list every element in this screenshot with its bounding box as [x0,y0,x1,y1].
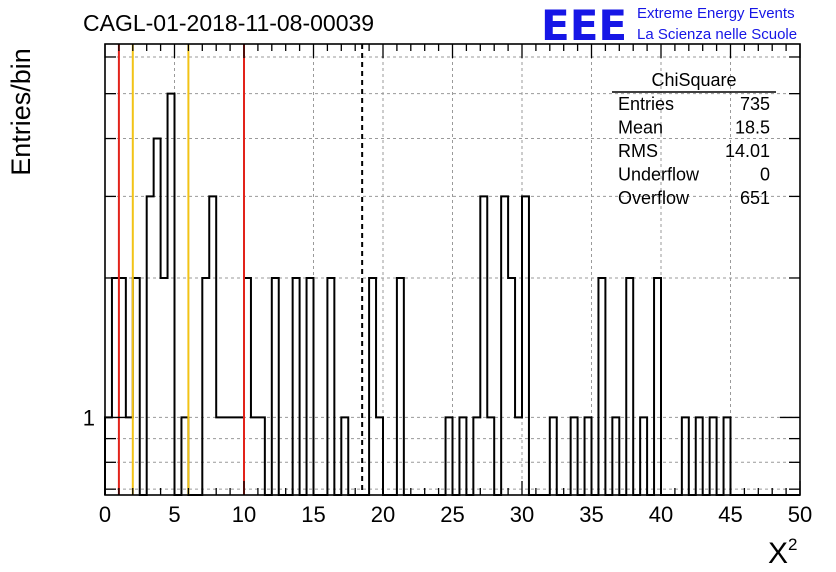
histogram-bin [446,417,453,495]
stats-box: ChiSquare Entries 735 Mean 18.5 RMS 14.01 Unde… [612,70,776,208]
stats-label: Overflow [618,188,690,208]
stats-rows: Entries 735 Mean 18.5 RMS 14.01 Underflow 0 Over… [618,94,770,208]
x-tick-labels: 0 5 10 15 20 25 30 35 40 45 50 [99,502,812,527]
logo-mark: EEE [541,1,627,50]
x-tick-label: 35 [579,502,603,527]
chart-title: CAGL-01-2018-11-08-00039 [83,10,374,36]
histogram-bin [376,417,383,495]
x-tick-label: 0 [99,502,111,527]
logo-line-2: La Scienza nelle Scuole [637,26,797,43]
histogram-bin [487,417,494,495]
histogram-bin [480,196,487,495]
stats-label: Underflow [618,165,700,185]
histogram-bin [459,417,466,495]
histogram-bin [515,417,522,495]
x-axis-label: X2 [768,535,797,570]
logo-line-1: Extreme Energy Events [637,5,795,22]
x-tick-label: 30 [510,502,534,527]
eee-logo: EEE Extreme Energy Events La Scienza nel… [541,1,797,50]
histogram-bin [168,94,175,495]
x-tick-label: 45 [718,502,742,527]
histogram-bin [585,417,592,495]
histogram-bin [230,417,237,495]
histogram-bin [209,196,216,495]
histogram-bin [126,417,133,495]
histogram-bin [612,417,619,495]
x-tick-label: 10 [232,502,256,527]
histogram-bin [181,417,188,495]
x-tick-label: 40 [649,502,673,527]
marker-lines [117,44,364,495]
histogram-bin [696,417,703,495]
histogram-bin [710,417,717,495]
histogram-bin [571,417,578,495]
stats-value: 18.5 [735,118,770,138]
stats-title: ChiSquare [651,70,736,90]
histogram-bin [216,417,223,495]
stats-label: Mean [618,118,663,138]
x-tick-label: 25 [440,502,464,527]
histogram-bin [501,196,508,495]
stats-value: 735 [740,94,770,114]
histogram-bin [258,417,265,495]
histogram-bin [105,417,112,495]
histogram-bin [237,417,244,495]
histogram-bin [724,417,731,495]
x-tick-label: 50 [788,502,812,527]
y-tick-label: 1 [83,405,95,430]
histogram-bin [522,196,529,495]
x-tick-label: 20 [371,502,395,527]
y-axis-label: Entries/bin [6,48,36,176]
histogram-bin [682,417,689,495]
histogram-bin [550,417,557,495]
histogram-bin [341,417,348,495]
histogram-bin [640,417,647,495]
axis-ticks [104,44,801,495]
histogram-bin [154,139,161,495]
x-tick-label: 15 [301,502,325,527]
stats-label: RMS [618,141,658,161]
histogram-bin [147,196,154,495]
histogram-bin [473,417,480,495]
stats-value: 0 [760,165,770,185]
stats-value: 14.01 [725,141,770,161]
x-tick-label: 5 [168,502,180,527]
stats-value: 651 [740,188,770,208]
histogram-bin [223,417,230,495]
y-tick-labels: 1 [83,405,95,430]
stats-label: Entries [618,94,674,114]
histogram-bin [251,417,258,495]
